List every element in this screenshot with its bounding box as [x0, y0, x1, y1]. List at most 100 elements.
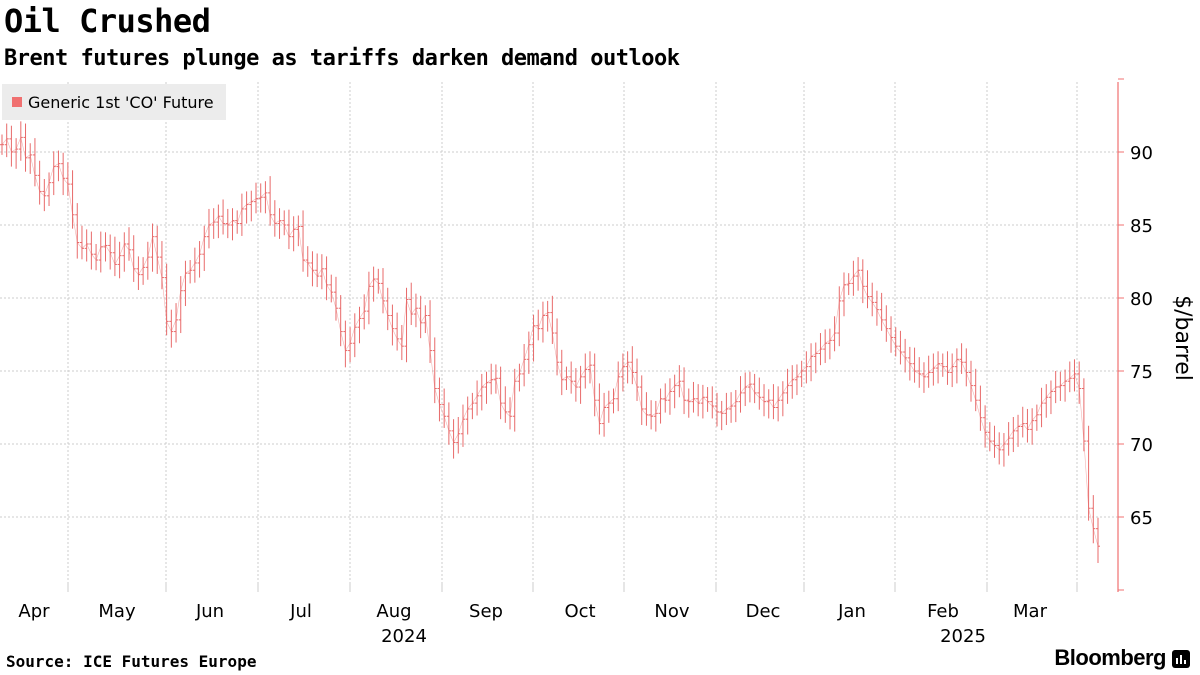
data-bar-150 [705, 387, 710, 412]
data-bar-183 [860, 259, 865, 304]
data-bar-176 [827, 328, 832, 360]
data-bar-126 [592, 353, 597, 417]
data-bar-15 [70, 170, 75, 229]
data-bar-219 [1030, 408, 1035, 445]
data-bar-95 [446, 402, 451, 445]
data-bar-148 [696, 384, 701, 417]
data-bar-97 [456, 416, 461, 454]
data-bar-195 [917, 357, 922, 388]
x-tick-label-apr: Apr [18, 601, 50, 622]
x-tick-label-jan: Jan [837, 601, 866, 622]
data-bar-47 [221, 199, 226, 235]
data-bar-49 [230, 208, 235, 241]
data-bar-141 [663, 383, 668, 413]
data-bar-124 [583, 353, 588, 389]
data-bar-4 [18, 121, 23, 161]
x-tick-label-feb: Feb [927, 601, 959, 622]
data-bar-168 [790, 365, 795, 399]
data-bar-91 [428, 300, 433, 363]
x-tick-label-aug: Aug [376, 601, 411, 622]
data-bar-57 [268, 176, 273, 226]
data-bar-134 [630, 346, 635, 385]
data-bar-140 [658, 388, 663, 424]
data-bar-89 [418, 295, 423, 339]
data-bar-103 [484, 371, 489, 404]
data-bar-199 [936, 351, 941, 384]
data-bar-72 [338, 295, 343, 347]
data-bar-36 [169, 309, 174, 348]
data-bar-226 [1063, 369, 1068, 402]
data-bar-186 [874, 290, 879, 326]
data-bar-12 [56, 150, 61, 182]
legend-label: Generic 1st 'CO' Future [28, 92, 214, 112]
data-bar-27 [127, 227, 132, 261]
data-bar-39 [183, 260, 188, 307]
x-tick-label-oct: Oct [564, 601, 595, 622]
data-bar-232 [1091, 495, 1096, 544]
data-bar-56 [263, 181, 268, 214]
y-tick-label-80: 80 [1130, 289, 1153, 310]
y-tick-label-90: 90 [1130, 143, 1153, 164]
data-bar-203 [954, 348, 959, 384]
data-bar-66 [310, 251, 315, 287]
data-bar-211 [992, 425, 997, 458]
data-bar-82 [385, 287, 390, 331]
data-bar-85 [399, 325, 404, 361]
data-bar-184 [865, 270, 870, 309]
x-axis-labels: Apr May Jun Jul Aug Sep Oct Nov Dec Jan Feb Mar 2024… [18, 601, 1047, 647]
data-bar-133 [625, 351, 630, 384]
data-bar-53 [249, 190, 254, 222]
data-bar-45 [211, 208, 216, 239]
data-bar-170 [799, 360, 804, 388]
data-bar-205 [964, 348, 969, 387]
data-bar-146 [686, 388, 691, 418]
data-bar-190 [893, 327, 898, 357]
data-bar-70 [329, 274, 334, 303]
data-bar-3 [14, 138, 19, 169]
data-bar-46 [216, 204, 221, 239]
data-bar-218 [1025, 408, 1030, 443]
data-bar-206 [968, 360, 973, 402]
data-bar-81 [381, 268, 386, 314]
data-bar-60 [282, 210, 287, 236]
data-bar-156 [733, 389, 738, 423]
data-bar-28 [131, 235, 136, 282]
data-bar-160 [752, 373, 757, 404]
data-bar-130 [611, 388, 616, 414]
data-bar-23 [108, 234, 113, 270]
data-bar-178 [837, 286, 842, 347]
data-bar-222 [1044, 384, 1049, 418]
data-bar-86 [404, 287, 409, 363]
data-bar-153 [719, 400, 724, 431]
data-bar-74 [348, 327, 353, 363]
data-bar-138 [649, 400, 654, 430]
data-bar-33 [155, 225, 160, 274]
data-bar-104 [489, 363, 494, 395]
data-bar-169 [794, 364, 799, 396]
data-bar-171 [804, 351, 809, 384]
data-bar-204 [959, 343, 964, 374]
y-axis-label: $/barrel [1170, 295, 1195, 381]
data-bar-34 [159, 241, 164, 290]
data-bar-113 [531, 314, 536, 362]
x-tick-label-sep: Sep [469, 601, 503, 622]
data-bar-165 [776, 386, 781, 422]
data-bar-94 [442, 388, 447, 428]
data-bar-117 [550, 295, 555, 344]
data-bar-157 [738, 376, 743, 413]
y-tick-label-85: 85 [1130, 216, 1153, 237]
data-bar-131 [616, 361, 621, 412]
data-bar-220 [1034, 404, 1039, 431]
data-bar-215 [1011, 416, 1016, 453]
data-bar-68 [319, 254, 324, 290]
data-bar-80 [376, 268, 381, 294]
data-bar-108 [508, 397, 513, 430]
data-bar-173 [813, 342, 818, 374]
legend: Generic 1st 'CO' Future [2, 84, 226, 120]
data-bar-51 [239, 193, 244, 236]
data-bar-52 [244, 191, 249, 224]
data-bar-8 [37, 160, 42, 205]
data-bar-145 [682, 367, 687, 415]
data-bar-189 [889, 316, 894, 353]
data-bar-22 [103, 232, 108, 262]
